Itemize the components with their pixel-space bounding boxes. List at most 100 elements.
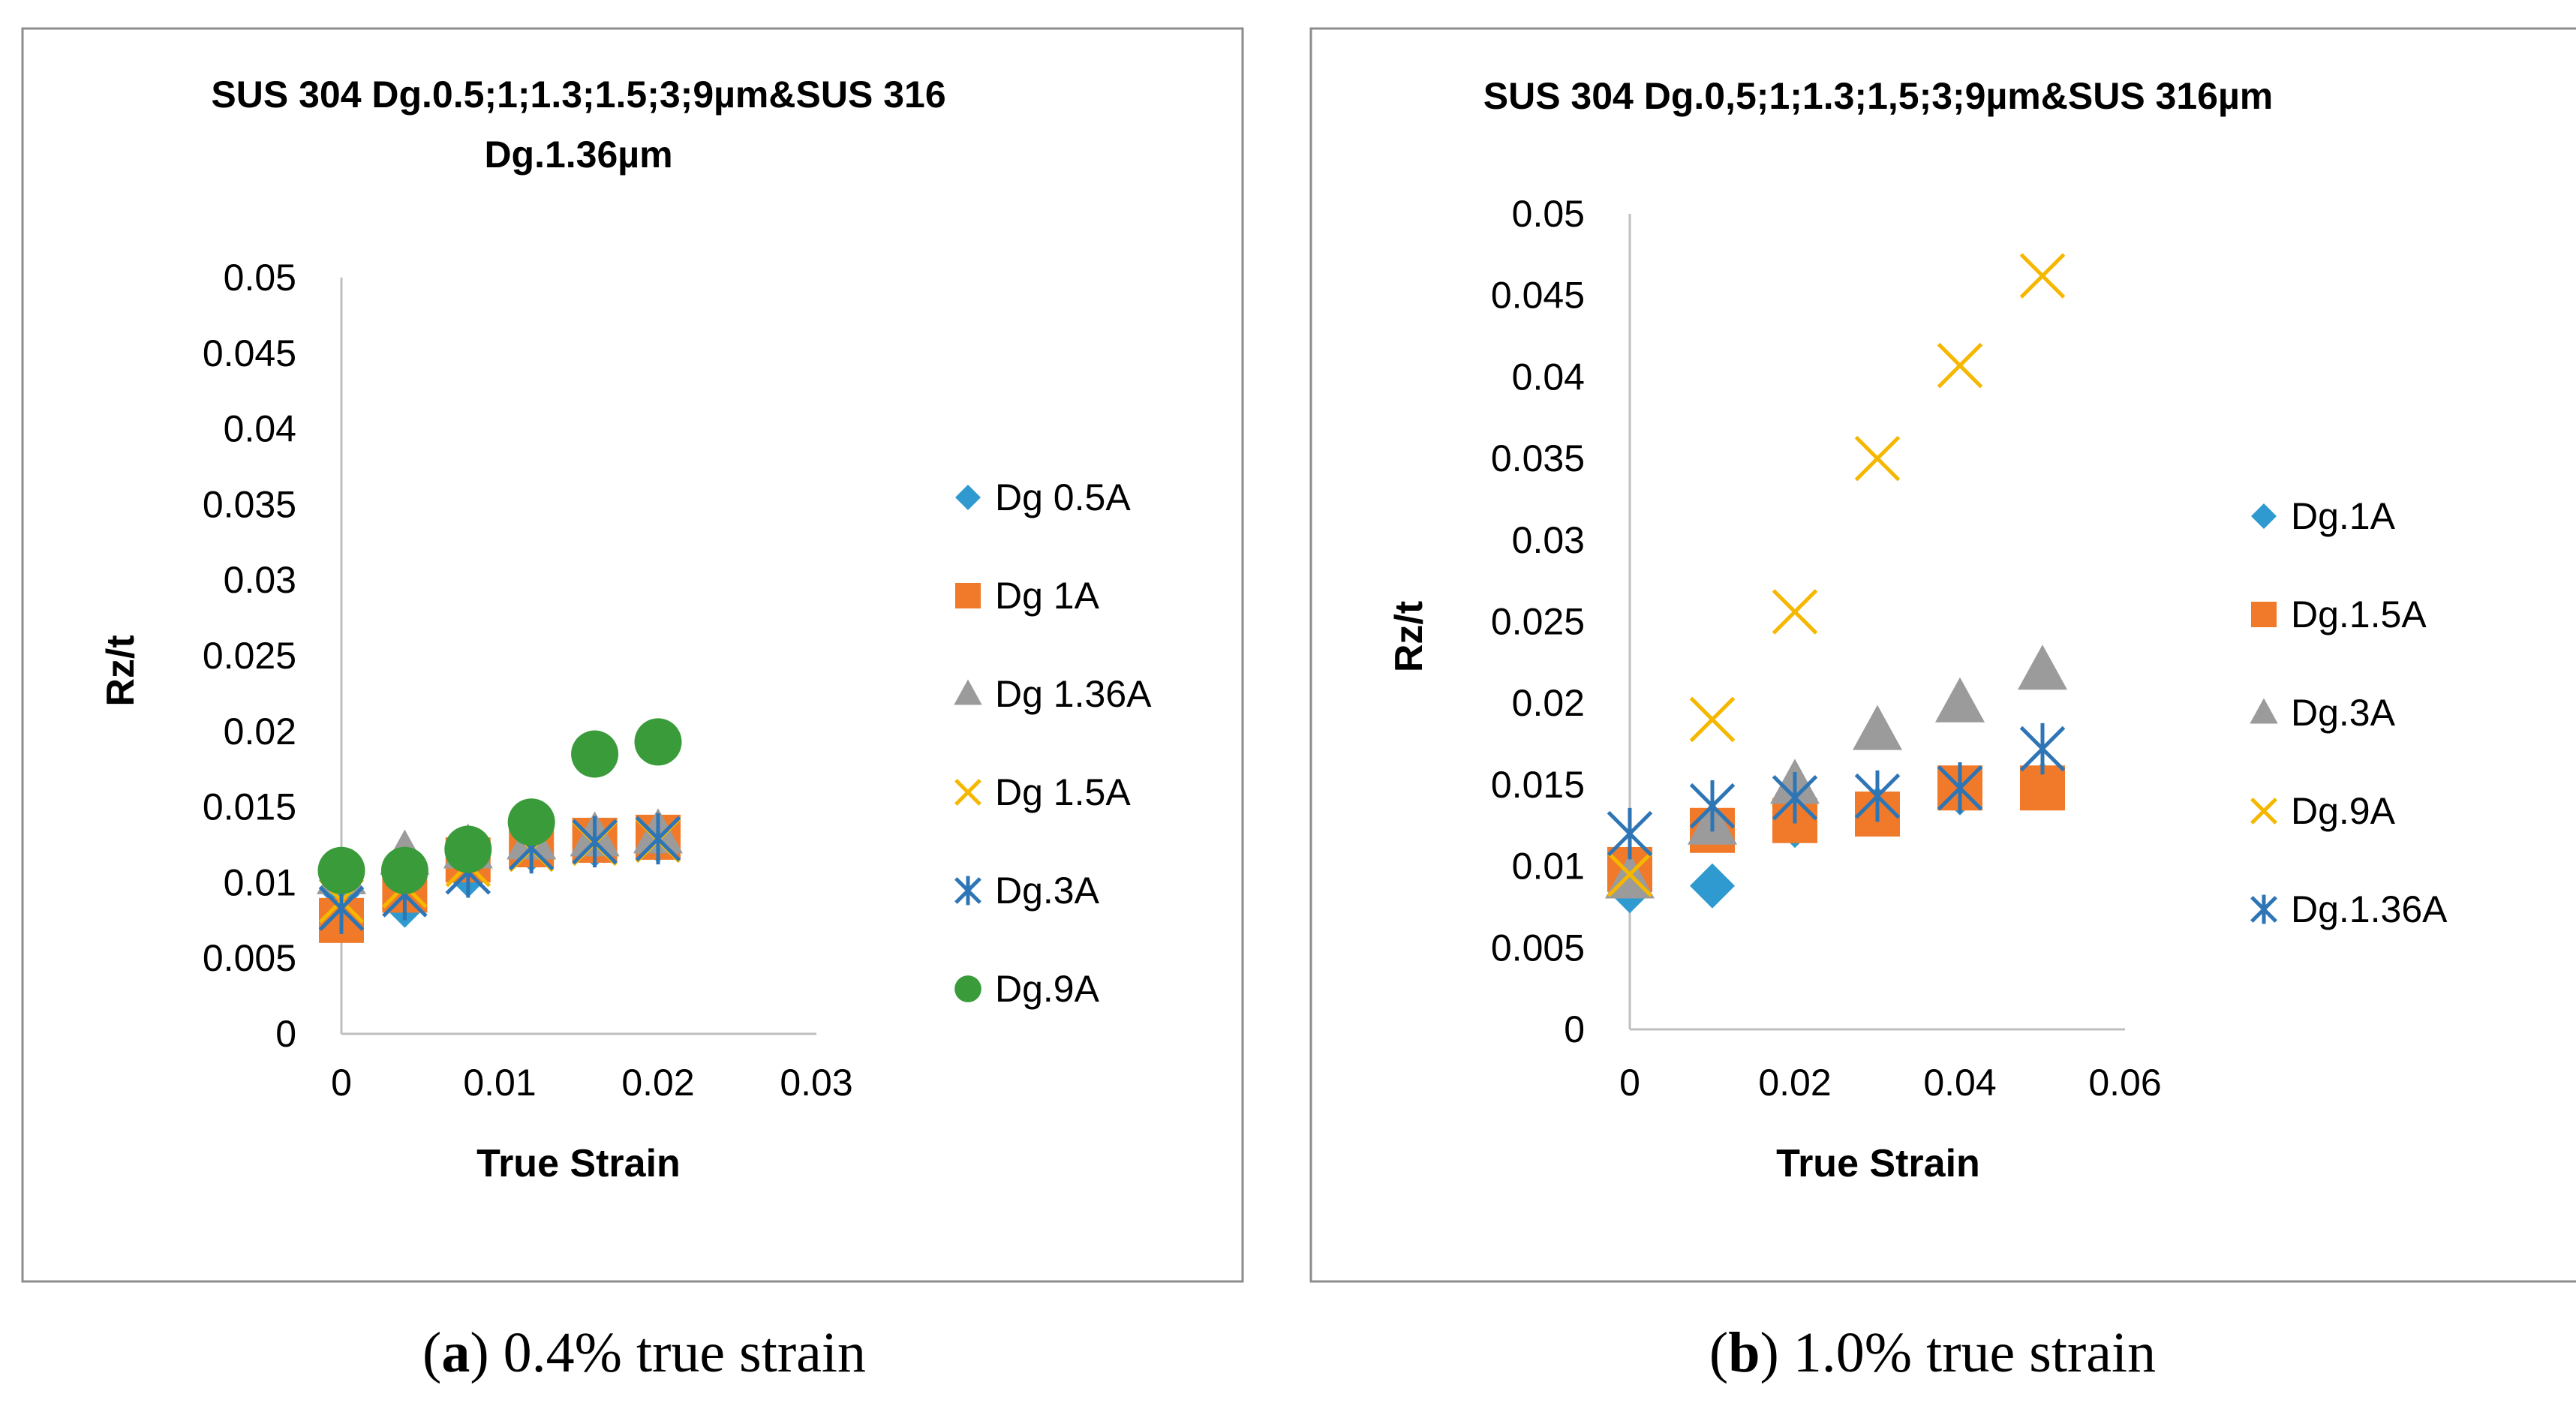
y-tick-label: 0.02 <box>1512 682 1585 724</box>
legend-entry: Dg.1A <box>2251 495 2396 537</box>
data-point <box>1772 589 1818 635</box>
y-tick-label: 0.03 <box>224 559 296 601</box>
legend-label: Dg 0.5A <box>995 476 1131 518</box>
y-tick-label: 0 <box>1564 1008 1585 1050</box>
legend-entry: Dg.3A <box>2250 692 2396 734</box>
x-tick-label: 0 <box>331 1062 352 1104</box>
data-point <box>634 718 682 766</box>
series-dg-9a <box>317 718 682 894</box>
panel-a: SUS 304 Dg.0.5;1;1.3;1.5;3;9µm&SUS 316 Dg… <box>21 27 1244 1384</box>
data-point <box>1689 696 1736 743</box>
legend-marker <box>2250 698 2278 724</box>
legend-label: Dg.1.36A <box>2291 888 2448 930</box>
data-point <box>380 846 428 894</box>
data-point <box>507 798 555 846</box>
data-point <box>1854 770 1901 822</box>
data-point <box>2019 723 2066 775</box>
y-axis-label: Rz/t <box>99 635 143 706</box>
chart-frame <box>21 27 1244 1283</box>
y-tick-label: 0.015 <box>203 786 296 828</box>
chart-title-line: SUS 304 Dg.0.5;1;1.3;1.5;3;9µm&SUS 316 <box>211 74 945 116</box>
series-dg-9a <box>1607 253 2066 897</box>
legend-label: Dg.9A <box>995 968 1100 1010</box>
legend-label: Dg.1A <box>2291 495 2396 537</box>
legend-marker <box>2251 503 2277 529</box>
legend-entry: Dg.9A <box>954 968 1100 1010</box>
legend-marker <box>954 679 982 705</box>
legend-entry: Dg 1.5A <box>954 771 1131 813</box>
data-point <box>1937 762 1983 814</box>
chart-a: SUS 304 Dg.0.5;1;1.3;1.5;3;9µm&SUS 316 Dg… <box>21 27 1244 1283</box>
y-tick-label: 0.05 <box>1512 193 1585 235</box>
x-tick-label: 0.01 <box>463 1062 536 1104</box>
legend-entry: Dg.9A <box>2250 790 2396 832</box>
legend-label: Dg.3A <box>2291 692 2396 734</box>
data-point <box>1854 435 1901 482</box>
data-point <box>2019 253 2066 299</box>
y-tick-label: 0.005 <box>1491 927 1585 969</box>
legend-label: Dg 1.36A <box>995 673 1152 715</box>
chart-title-line: Dg.1.36µm <box>484 134 672 176</box>
x-tick-label: 0.02 <box>621 1062 694 1104</box>
legend-marker <box>954 779 981 806</box>
y-tick-label: 0.05 <box>224 257 296 299</box>
y-tick-label: 0.035 <box>203 483 296 525</box>
data-point <box>1607 807 1653 860</box>
chart-title-line: SUS 304 Dg.0,5;1;1.3;1,5;3;9µm&SUS 316µm <box>1483 75 2274 117</box>
y-tick-label: 0.01 <box>224 861 296 903</box>
y-tick-label: 0 <box>275 1013 296 1055</box>
legend-marker <box>2250 798 2277 825</box>
x-tick-label: 0.02 <box>1758 1062 1831 1104</box>
legend-label: Dg 1.5A <box>995 771 1131 813</box>
caption-a-text: 0.4% true strain <box>488 1321 866 1384</box>
chart-b: SUS 304 Dg.0,5;1;1.3;1,5;3;9µm&SUS 316µm… <box>1309 27 2576 1283</box>
x-axis-label: True Strain <box>476 1142 681 1185</box>
legend-entry: Dg 1.36A <box>954 673 1152 715</box>
y-tick-label: 0.015 <box>1491 764 1585 806</box>
legend-marker <box>955 583 981 608</box>
data-point <box>1853 704 1902 750</box>
x-axis-label: True Strain <box>1776 1142 1980 1185</box>
legend-entry: Dg.3A <box>954 870 1100 912</box>
caption-a-label: a <box>441 1321 470 1384</box>
caption-b-label: b <box>1728 1321 1760 1384</box>
data-point <box>1772 772 1818 824</box>
y-tick-label: 0.03 <box>1512 519 1585 561</box>
data-point <box>1935 677 1985 723</box>
legend-marker <box>954 876 981 906</box>
y-tick-label: 0.045 <box>1491 275 1585 317</box>
caption-b-text: 1.0% true strain <box>1778 1321 2157 1384</box>
legend-marker <box>954 975 981 1002</box>
data-point <box>317 846 365 894</box>
y-tick-label: 0.025 <box>1491 601 1585 643</box>
legend-marker <box>2250 894 2277 924</box>
y-tick-label: 0.045 <box>203 332 296 374</box>
y-tick-label: 0.035 <box>1491 437 1585 479</box>
caption-b: (b) 1.0% true strain <box>1709 1321 2157 1384</box>
data-point <box>571 730 619 778</box>
data-point <box>1937 342 1983 389</box>
data-point <box>2018 644 2067 690</box>
legend-entry: Dg.1.5A <box>2251 593 2427 635</box>
x-tick-label: 0 <box>1619 1062 1640 1104</box>
legend-label: Dg.1.5A <box>2291 593 2427 635</box>
chart-frame <box>1309 27 2576 1283</box>
y-tick-label: 0.04 <box>224 408 296 450</box>
legend-label: Dg.3A <box>995 870 1100 912</box>
y-tick-label: 0.02 <box>224 710 296 753</box>
y-tick-label: 0.01 <box>1512 846 1585 888</box>
y-tick-label: 0.025 <box>203 635 296 677</box>
data-point <box>635 813 681 865</box>
series-dg-1-36a <box>1607 723 2066 860</box>
panel-b: SUS 304 Dg.0,5;1;1.3;1,5;3;9µm&SUS 316µm… <box>1288 0 2576 1424</box>
x-tick-label: 0.04 <box>1923 1062 1996 1104</box>
legend-entry: Dg.1.36A <box>2250 888 2448 930</box>
y-tick-label: 0.04 <box>1512 356 1585 398</box>
data-point <box>572 816 618 868</box>
legend-entry: Dg 1A <box>955 575 1100 617</box>
data-point <box>1690 863 1735 909</box>
y-axis-label: Rz/t <box>1387 601 1431 672</box>
data-point <box>444 825 492 873</box>
legend-marker <box>2251 602 2277 627</box>
